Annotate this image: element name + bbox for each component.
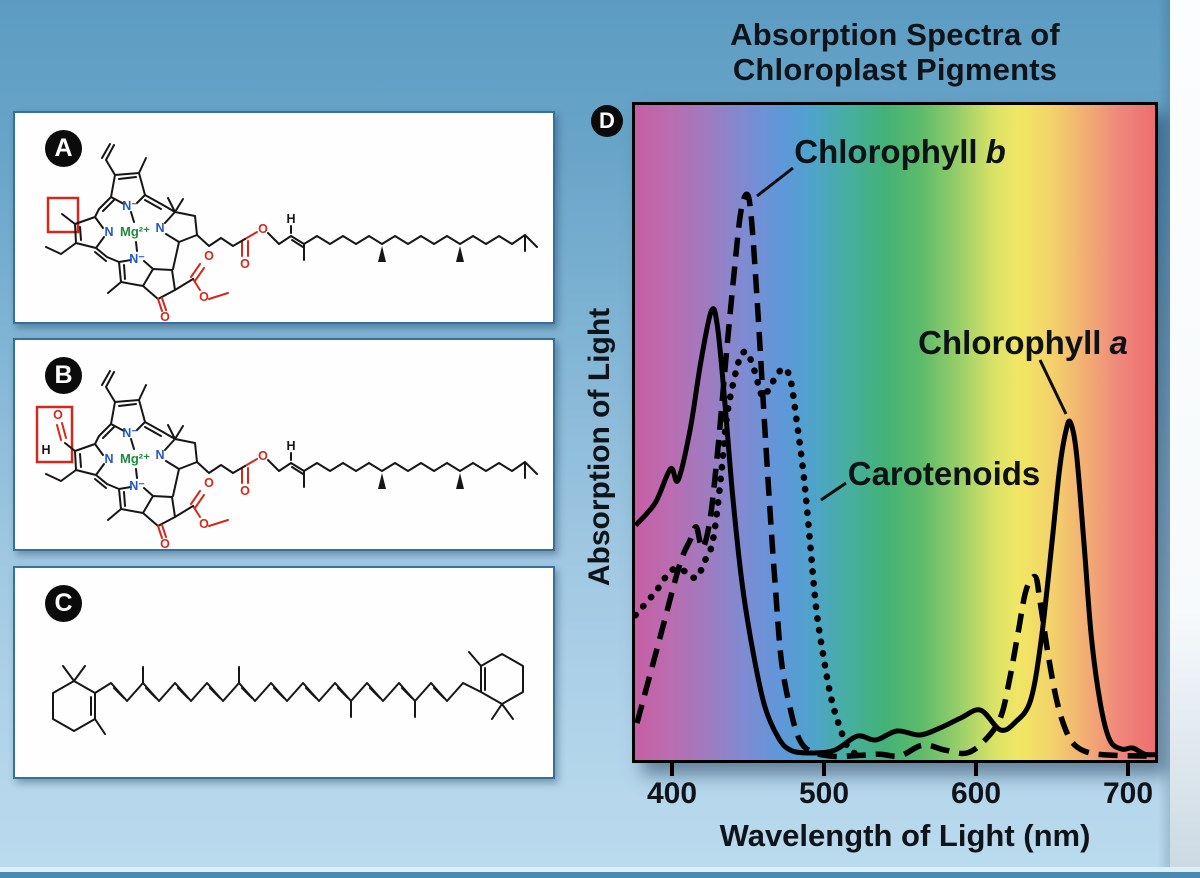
wedge-methyl bbox=[378, 246, 386, 262]
page-margin-strip bbox=[1170, 0, 1200, 872]
panel-chlorophyll-b-structure: O H N⁻ N N N⁻ Mg²⁺ O O O O O H B bbox=[13, 338, 555, 551]
ester-link bbox=[174, 278, 194, 291]
wedge-methyl bbox=[456, 246, 464, 262]
oxygen-label: O bbox=[240, 257, 250, 271]
spectra-curves bbox=[635, 166, 1155, 760]
chlorophyll-b-molecule: O H N⁻ N N N⁻ Mg²⁺ O O O O O H bbox=[35, 370, 538, 549]
x-tick-label: 700 bbox=[1102, 777, 1154, 810]
bottom-light-strip bbox=[0, 867, 1200, 872]
porphyrin-skeleton bbox=[45, 370, 198, 527]
phytol-tail bbox=[196, 225, 538, 261]
oxygen-label: O bbox=[258, 449, 268, 463]
panel-carotenoid-structure: C bbox=[13, 566, 555, 779]
methyl-highlight-box bbox=[46, 196, 80, 234]
x-tick-mark bbox=[822, 763, 826, 776]
chart-title-line1: Absorption Spectra of bbox=[730, 17, 1060, 52]
phytol-tail bbox=[196, 452, 538, 488]
ketone-ester-bonds bbox=[157, 458, 258, 539]
oxygen-label: O bbox=[160, 310, 170, 322]
x-tick-mark bbox=[1126, 763, 1130, 776]
carotene-skeleton bbox=[52, 651, 524, 735]
panel-chlorophyll-a-structure: N⁻ N N N⁻ Mg²⁺ O O O O O H A bbox=[13, 111, 555, 324]
oxygen-label: O bbox=[204, 476, 214, 490]
absorption-chart bbox=[632, 102, 1158, 763]
panel-b-badge: B bbox=[45, 357, 82, 394]
nitrogen-label: N⁻ bbox=[129, 479, 145, 493]
x-tick-mark bbox=[974, 763, 978, 776]
wedge-methyl bbox=[378, 473, 386, 489]
chlorophyll-b-curve bbox=[635, 191, 1155, 760]
visible-spectrum-background bbox=[635, 105, 1155, 760]
bottom-dark-strip bbox=[0, 872, 1200, 878]
nitrogen-label: N bbox=[155, 448, 164, 462]
chart-title: Absorption Spectra of Chloroplast Pigmen… bbox=[632, 17, 1158, 87]
oxygen-label: O bbox=[258, 222, 268, 236]
y-axis-label: Absorption of Light bbox=[583, 307, 616, 587]
nitrogen-label: N⁻ bbox=[122, 426, 138, 440]
x-tick-label: 600 bbox=[950, 777, 1002, 810]
x-axis-label: Wavelength of Light (nm) bbox=[719, 818, 1091, 853]
mg-ion-label: Mg²⁺ bbox=[120, 224, 150, 239]
oxygen-label: O bbox=[199, 290, 209, 304]
ketone-ester-bonds bbox=[157, 231, 258, 312]
x-tick-label: 400 bbox=[646, 777, 698, 810]
chlorophyll-a-molecule: N⁻ N N N⁻ Mg²⁺ O O O O O H bbox=[45, 143, 538, 322]
oxygen-label: O bbox=[199, 517, 209, 531]
x-tick-mark bbox=[670, 763, 674, 776]
hydrogen-label: H bbox=[286, 439, 295, 453]
carotenoids-label-text: Carotenoids bbox=[847, 455, 1041, 492]
oxygen-label: O bbox=[160, 537, 170, 549]
chart-title-line2: Chloroplast Pigments bbox=[732, 51, 1058, 87]
carotenoids-curve bbox=[635, 348, 861, 758]
chlorophyll-b-label-text: Chlorophyll bbox=[794, 133, 978, 170]
ester-link bbox=[174, 505, 194, 518]
chlorophyll-b-pointer-line bbox=[756, 166, 794, 198]
aldehyde-hydrogen-label: H bbox=[41, 443, 50, 457]
chlorophyll-a-curve bbox=[635, 306, 1155, 758]
aldehyde-group bbox=[64, 442, 76, 452]
mg-ion-label: Mg²⁺ bbox=[120, 451, 150, 466]
wedge-methyl bbox=[456, 473, 464, 489]
panel-a-badge: A bbox=[45, 130, 82, 167]
nitrogen-label: N bbox=[104, 452, 113, 466]
nitrogen-label: N bbox=[104, 225, 113, 239]
chlorophyll-a-pointer-line bbox=[1038, 359, 1068, 415]
oxygen-label: O bbox=[240, 484, 250, 498]
nitrogen-label: N⁻ bbox=[129, 252, 145, 266]
page-edge-shadow bbox=[1158, 0, 1170, 872]
panel-c-badge: C bbox=[45, 585, 82, 622]
nitrogen-label: N⁻ bbox=[122, 199, 138, 213]
x-tick-label: 500 bbox=[798, 777, 850, 810]
carotene-double-bonds bbox=[113, 687, 445, 699]
carotenoids-label: Carotenoids bbox=[848, 455, 1041, 493]
chlorophyll-a-label: Chlorophyll a bbox=[918, 324, 1128, 362]
oxygen-label: O bbox=[204, 249, 214, 263]
porphyrin-skeleton bbox=[45, 143, 198, 300]
chlorophyll-a-label-text: Chlorophyll bbox=[918, 324, 1102, 361]
beta-carotene-molecule bbox=[52, 651, 524, 735]
aldehyde-oxygen-label: O bbox=[53, 408, 63, 422]
aldehyde-highlight-box bbox=[35, 405, 74, 464]
chlorophyll-a-label-italic: a bbox=[1109, 324, 1128, 361]
aldehyde-double-bond bbox=[56, 422, 67, 441]
chlorophyll-b-label-italic: b bbox=[985, 133, 1006, 170]
nitrogen-label: N bbox=[155, 221, 164, 235]
carotenoids-pointer-line bbox=[820, 481, 847, 502]
hydrogen-label: H bbox=[286, 212, 295, 226]
chlorophyll-b-label: Chlorophyll b bbox=[794, 133, 1006, 171]
panel-d-badge: D bbox=[591, 105, 623, 137]
